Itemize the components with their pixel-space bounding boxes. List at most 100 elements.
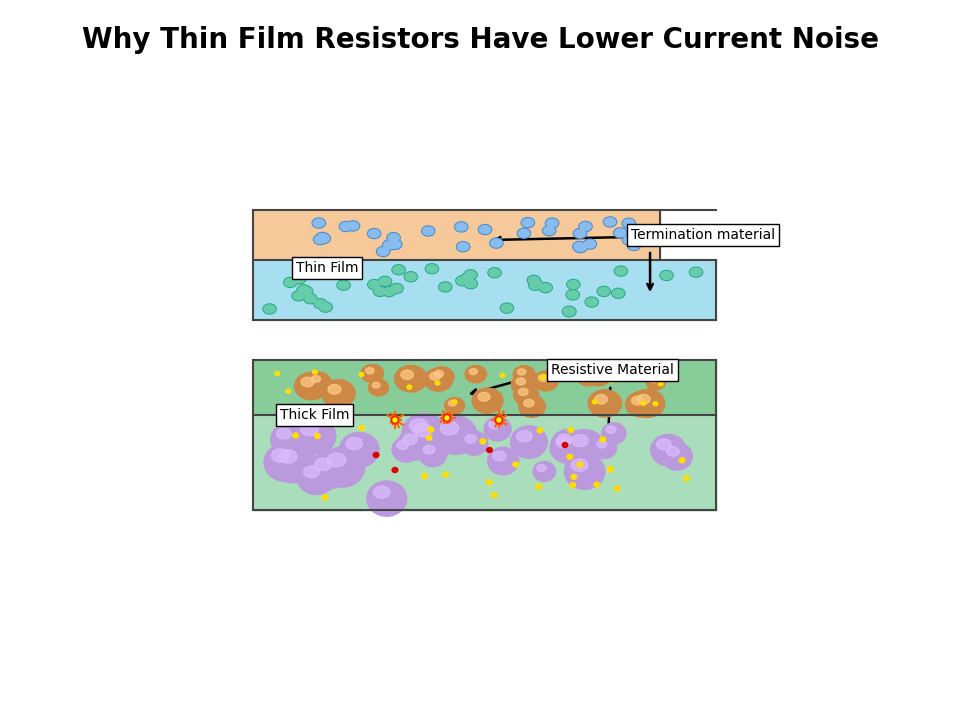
Ellipse shape xyxy=(518,395,545,418)
Ellipse shape xyxy=(465,279,477,289)
Ellipse shape xyxy=(465,435,476,443)
Ellipse shape xyxy=(517,369,526,375)
Ellipse shape xyxy=(369,281,380,289)
Ellipse shape xyxy=(433,415,477,454)
Ellipse shape xyxy=(312,218,325,228)
Ellipse shape xyxy=(402,413,446,452)
Ellipse shape xyxy=(600,437,606,442)
Ellipse shape xyxy=(337,280,350,290)
Ellipse shape xyxy=(461,431,488,455)
Ellipse shape xyxy=(293,274,306,284)
Ellipse shape xyxy=(374,287,386,295)
Ellipse shape xyxy=(661,443,692,470)
Ellipse shape xyxy=(511,426,547,459)
Ellipse shape xyxy=(312,370,317,374)
Ellipse shape xyxy=(564,454,605,490)
Ellipse shape xyxy=(424,368,452,391)
Ellipse shape xyxy=(317,233,330,243)
Ellipse shape xyxy=(346,438,363,450)
Ellipse shape xyxy=(584,239,596,249)
Ellipse shape xyxy=(404,271,418,282)
Ellipse shape xyxy=(430,372,441,380)
Ellipse shape xyxy=(486,480,492,485)
Ellipse shape xyxy=(539,374,548,382)
Ellipse shape xyxy=(614,266,628,276)
Ellipse shape xyxy=(631,390,664,418)
Ellipse shape xyxy=(610,379,614,382)
Ellipse shape xyxy=(513,462,518,467)
Ellipse shape xyxy=(397,430,432,460)
Ellipse shape xyxy=(594,395,608,404)
Ellipse shape xyxy=(387,233,400,243)
Ellipse shape xyxy=(571,459,588,472)
Ellipse shape xyxy=(456,223,467,231)
Ellipse shape xyxy=(457,276,468,284)
Ellipse shape xyxy=(500,374,505,377)
Ellipse shape xyxy=(320,447,365,487)
Ellipse shape xyxy=(311,376,321,382)
Ellipse shape xyxy=(318,235,329,243)
Ellipse shape xyxy=(373,452,379,457)
Ellipse shape xyxy=(573,241,586,251)
Ellipse shape xyxy=(324,267,336,275)
Ellipse shape xyxy=(543,227,555,235)
Ellipse shape xyxy=(315,300,326,307)
Ellipse shape xyxy=(540,375,545,379)
Ellipse shape xyxy=(573,228,587,238)
Ellipse shape xyxy=(572,435,588,446)
Ellipse shape xyxy=(516,431,532,442)
Ellipse shape xyxy=(563,307,576,317)
Ellipse shape xyxy=(389,239,402,249)
Ellipse shape xyxy=(466,366,487,383)
Ellipse shape xyxy=(384,241,395,249)
Ellipse shape xyxy=(441,421,459,435)
Ellipse shape xyxy=(284,279,296,287)
Ellipse shape xyxy=(571,474,577,480)
Ellipse shape xyxy=(405,273,417,281)
Ellipse shape xyxy=(567,291,578,299)
Ellipse shape xyxy=(338,281,349,289)
Ellipse shape xyxy=(615,267,627,275)
Ellipse shape xyxy=(359,372,364,377)
Ellipse shape xyxy=(593,375,598,379)
Ellipse shape xyxy=(458,243,468,251)
Ellipse shape xyxy=(556,437,570,448)
Ellipse shape xyxy=(580,222,591,230)
Ellipse shape xyxy=(574,230,586,238)
Ellipse shape xyxy=(574,243,585,251)
Ellipse shape xyxy=(286,390,291,393)
Ellipse shape xyxy=(340,433,379,467)
Ellipse shape xyxy=(272,444,315,482)
Ellipse shape xyxy=(300,423,318,436)
Ellipse shape xyxy=(622,235,636,245)
Ellipse shape xyxy=(492,451,506,461)
Ellipse shape xyxy=(297,285,310,295)
Ellipse shape xyxy=(495,416,503,424)
Ellipse shape xyxy=(497,418,501,422)
Ellipse shape xyxy=(641,401,646,405)
Ellipse shape xyxy=(666,446,680,456)
Ellipse shape xyxy=(303,294,317,304)
Polygon shape xyxy=(253,210,660,260)
Ellipse shape xyxy=(457,242,469,252)
Ellipse shape xyxy=(651,434,686,466)
Polygon shape xyxy=(253,360,716,510)
Ellipse shape xyxy=(524,400,534,407)
Text: Resistive Material: Resistive Material xyxy=(551,363,674,377)
Ellipse shape xyxy=(514,366,535,383)
Ellipse shape xyxy=(479,225,491,233)
Ellipse shape xyxy=(623,220,635,228)
Ellipse shape xyxy=(426,436,432,441)
Ellipse shape xyxy=(604,217,616,227)
Ellipse shape xyxy=(564,308,575,316)
Ellipse shape xyxy=(271,424,305,455)
Ellipse shape xyxy=(396,441,409,449)
Ellipse shape xyxy=(563,306,576,316)
Ellipse shape xyxy=(278,450,297,463)
Ellipse shape xyxy=(366,368,374,374)
Ellipse shape xyxy=(557,434,572,445)
Ellipse shape xyxy=(361,364,384,382)
Ellipse shape xyxy=(528,276,540,284)
Ellipse shape xyxy=(392,467,397,472)
Ellipse shape xyxy=(530,282,540,289)
